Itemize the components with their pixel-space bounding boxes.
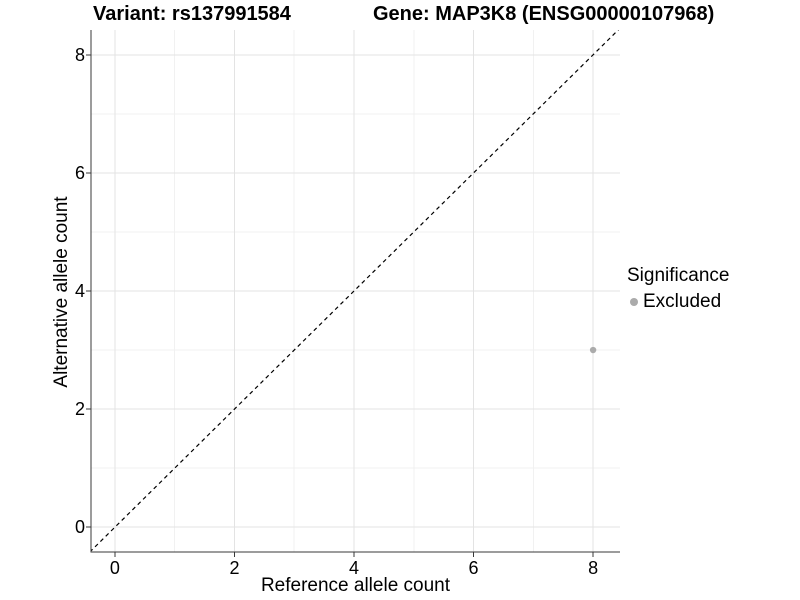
legend: Significance Excluded	[627, 265, 729, 313]
y-tick-label: 6	[74, 162, 85, 183]
identity-dashed-line	[91, 30, 620, 552]
x-tick-label: 0	[109, 558, 120, 578]
plot-panel	[86, 30, 620, 557]
y-tick-label: 4	[74, 281, 85, 301]
x-axis-title: Reference allele count	[260, 575, 451, 596]
x-tick-label: 2	[229, 558, 240, 578]
y-tick-label: 8	[74, 44, 85, 65]
x-tick-label: 4	[348, 558, 359, 578]
y-axis-title: Alternative allele count	[51, 196, 72, 388]
legend-item-label: Excluded	[643, 291, 722, 312]
x-tick-label: 6	[468, 558, 479, 578]
y-tick-label: 2	[74, 399, 85, 420]
gene-title: Gene: MAP3K8 (ENSG00000107968)	[373, 3, 715, 25]
legend-point-icon	[630, 298, 638, 306]
legend-item-excluded: Excluded	[627, 291, 729, 313]
legend-title: Significance	[627, 265, 730, 286]
data-point	[589, 346, 597, 354]
x-tick-label: 8	[588, 558, 599, 578]
y-tick-label: 0	[74, 517, 85, 538]
variant-title: Variant: rs137991584	[93, 3, 291, 25]
